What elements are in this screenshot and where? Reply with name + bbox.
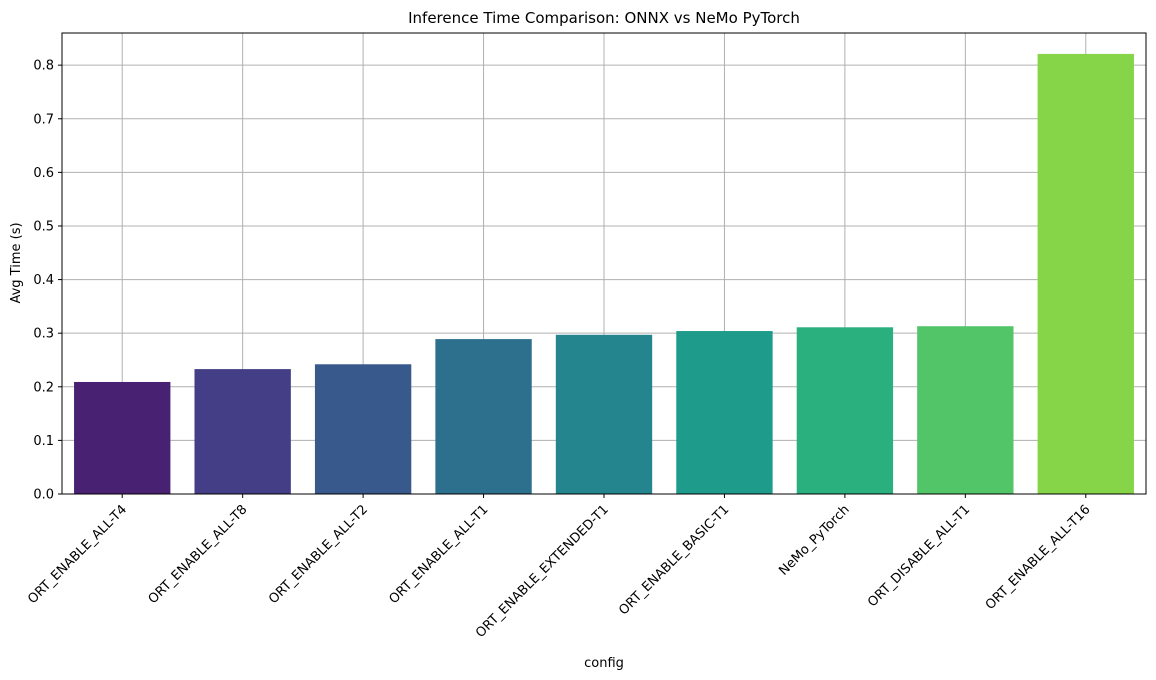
x-tick-label: NeMo_PyTorch [776,502,852,578]
chart-title: Inference Time Comparison: ONNX vs NeMo … [408,9,800,27]
bar [1037,53,1134,494]
bar [74,381,171,494]
y-tick-label: 0.7 [33,112,54,127]
x-tick-label: ORT_ENABLE_EXTENDED-T1 [473,502,612,641]
y-tick-label: 0.8 [33,59,54,74]
y-tick-label: 0.0 [33,488,54,503]
y-tick-label: 0.1 [33,434,54,449]
bar [676,331,773,494]
x-tick-label: ORT_ENABLE_ALL-T8 [146,502,251,607]
x-axis-label: config [584,656,624,671]
x-tick-label: ORT_ENABLE_ALL-T2 [266,502,371,607]
bar [314,364,412,494]
y-axis-ticks: 0.0 0.1 0.2 0.3 0.4 0.5 0.6 0.7 0.8 [33,59,62,503]
bar [555,334,653,494]
y-tick-label: 0.4 [33,273,54,288]
bar [194,369,291,494]
y-tick-label: 0.2 [33,380,54,395]
y-tick-label: 0.3 [33,327,54,342]
x-tick-label: ORT_ENABLE_ALL-T16 [983,502,1094,613]
x-tick-label: ORT_DISABLE_ALL-T1 [865,502,973,610]
bar [917,326,1014,494]
x-tick-label: ORT_ENABLE_ALL-T4 [25,502,130,607]
bar [796,327,894,494]
x-tick-label: ORT_ENABLE_BASIC-T1 [616,502,732,618]
y-tick-label: 0.6 [33,166,54,181]
x-axis-ticks: ORT_ENABLE_ALL-T4 ORT_ENABLE_ALL-T8 ORT_EN… [25,494,1094,641]
bar [435,339,532,494]
x-tick-label: ORT_ENABLE_ALL-T1 [387,502,492,607]
y-axis-label: Avg Time (s) [9,222,24,303]
y-tick-label: 0.5 [33,219,54,234]
bars-layer [74,53,1134,494]
